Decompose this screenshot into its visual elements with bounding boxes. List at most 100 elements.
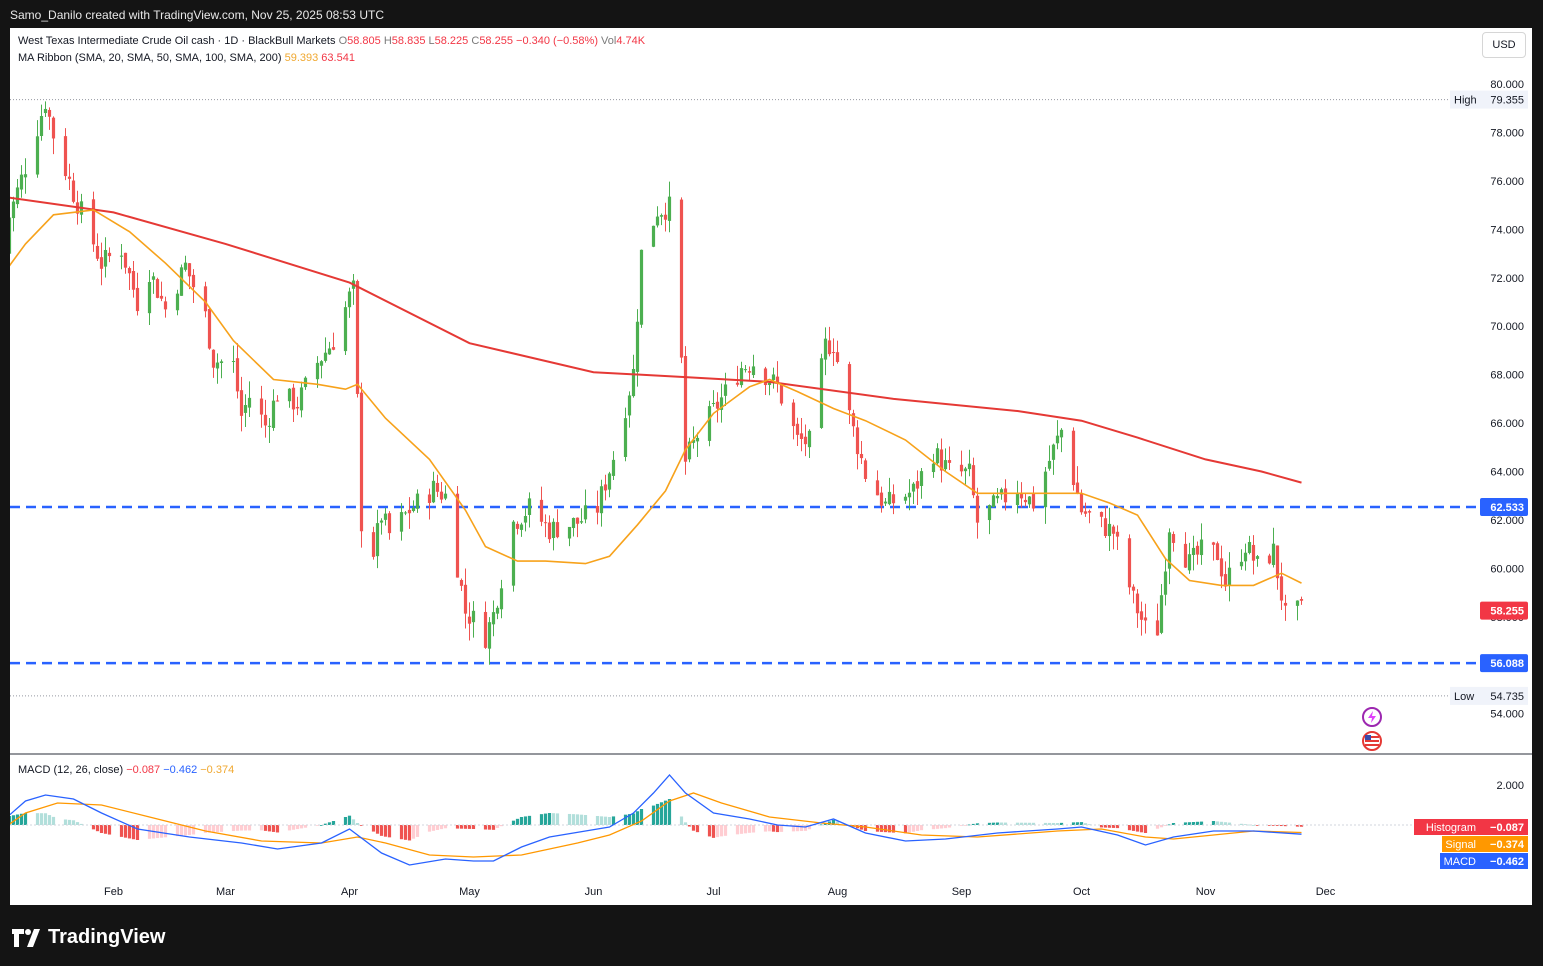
candle — [1131, 586, 1136, 591]
macd-histogram-bar — [1135, 825, 1140, 832]
macd-histogram-bar — [1223, 822, 1228, 825]
macd-histogram-bar — [1159, 825, 1164, 828]
macd-histogram-bar — [347, 815, 352, 825]
candle — [203, 286, 208, 312]
price-chart[interactable]: 80.000 78.000 76.000 74.000 72.000 70.000 68.0… — [10, 28, 1532, 905]
candle — [467, 616, 472, 624]
macd-hist-value: −0.087 — [126, 764, 161, 776]
sma20-line — [10, 209, 1302, 587]
macd-histogram-bar — [243, 825, 248, 831]
candle — [639, 249, 644, 325]
macd-tag-bg — [1442, 836, 1480, 852]
volume-value: 4.74K — [616, 35, 646, 47]
macd-line — [10, 774, 1302, 866]
ma-ribbon-legend[interactable]: MA Ribbon (SMA, 20, SMA, 50, SMA, 100, S… — [18, 52, 355, 64]
macd-histogram-bar — [599, 816, 604, 825]
candle — [947, 460, 952, 463]
candle — [1279, 576, 1284, 601]
macd-histogram-bar — [1071, 822, 1076, 825]
high-label: H — [383, 35, 392, 47]
candle — [1267, 555, 1272, 564]
candle — [683, 356, 688, 462]
candle — [1111, 526, 1116, 534]
candle — [1199, 539, 1204, 556]
macd-histogram-bar — [1275, 825, 1280, 826]
candle — [987, 505, 992, 521]
time-axis-label: Feb — [104, 886, 123, 898]
candle — [91, 199, 96, 245]
candle — [355, 281, 360, 394]
candle — [1195, 545, 1200, 555]
candle — [539, 499, 544, 522]
macd-tag-value: −0.374 — [1490, 839, 1525, 851]
candle — [519, 524, 524, 530]
candle — [1075, 482, 1080, 494]
candle — [431, 480, 436, 503]
macd-histogram-bar — [359, 825, 364, 826]
macd-legend[interactable]: MACD (12, 26, close) −0.087 −0.462 −0.37… — [18, 764, 234, 776]
candle — [411, 507, 416, 512]
candle — [747, 371, 752, 373]
candle — [651, 225, 656, 247]
candle — [175, 293, 180, 311]
macd-histogram-bar — [10, 816, 12, 825]
macd-histogram-bar — [915, 825, 920, 831]
macd-histogram-bar — [131, 825, 136, 840]
candle — [331, 347, 336, 350]
macd-histogram-bar — [103, 825, 108, 834]
macd-histogram-bar — [659, 802, 664, 825]
macd-histogram-bar — [735, 825, 740, 835]
macd-histogram-bar — [95, 825, 100, 832]
macd-histogram-bar — [971, 823, 976, 825]
candle — [655, 216, 660, 226]
close-label: C — [471, 35, 480, 47]
candle — [1027, 496, 1032, 505]
macd-histogram-bar — [691, 825, 696, 831]
candle — [211, 349, 216, 368]
macd-histogram-bar — [667, 799, 672, 825]
low-value: 58.225 — [434, 35, 469, 47]
currency-button[interactable]: USD — [1482, 32, 1526, 58]
candle — [959, 464, 964, 472]
candle — [443, 493, 448, 499]
candle — [543, 522, 548, 524]
candle — [295, 406, 300, 409]
candle — [695, 437, 700, 442]
candle — [771, 374, 776, 381]
candle — [795, 423, 800, 435]
macd-histogram-bar — [595, 816, 600, 825]
macd-histogram-bar — [207, 825, 212, 833]
candle — [799, 433, 804, 440]
candle — [495, 607, 500, 614]
macd-histogram-bar — [499, 825, 504, 827]
macd-histogram-bar — [695, 825, 700, 833]
macd-histogram-bar — [807, 825, 812, 830]
macd-histogram-bar — [343, 817, 348, 825]
candle — [491, 612, 496, 625]
candle — [179, 267, 184, 296]
macd-histogram-bar — [1247, 824, 1252, 826]
candle — [603, 484, 608, 491]
macd-histogram-bar — [263, 825, 268, 831]
candle — [439, 491, 444, 500]
candle — [707, 406, 712, 441]
candle — [1215, 543, 1220, 560]
candle — [1251, 544, 1256, 561]
macd-histogram-bar — [539, 814, 544, 825]
macd-histogram-bar — [931, 825, 936, 830]
macd-histogram-bar — [919, 825, 924, 831]
candle — [1059, 429, 1064, 438]
candle — [711, 403, 716, 405]
candle — [555, 522, 560, 538]
chart-panel[interactable]: 80.000 78.000 76.000 74.000 72.000 70.000 68.0… — [10, 28, 1532, 905]
candle — [151, 276, 156, 280]
macd-histogram-bar — [315, 825, 320, 826]
candle — [1187, 554, 1192, 571]
candle — [39, 115, 44, 136]
candle — [399, 512, 404, 532]
candle — [599, 486, 604, 514]
macd-histogram-bar — [623, 814, 628, 825]
candle — [1071, 430, 1076, 486]
symbol-legend[interactable]: West Texas Intermediate Crude Oil cash ·… — [18, 35, 645, 47]
macd-histogram-bar — [655, 803, 660, 825]
